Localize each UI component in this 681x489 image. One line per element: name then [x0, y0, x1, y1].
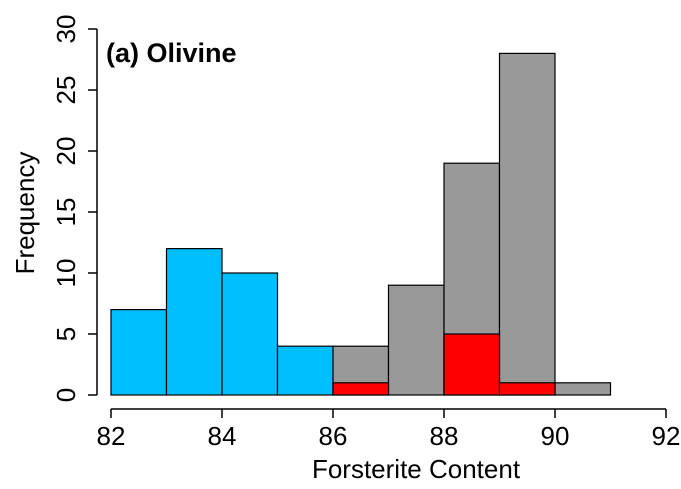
y-tick-label-30: 30 [51, 15, 81, 44]
y-tick-label-5: 5 [51, 327, 81, 341]
x-tick-label-92: 92 [652, 421, 681, 451]
bar-series0-bin-83 [165, 248, 223, 396]
y-tick-label-25: 25 [51, 76, 81, 105]
bar-series1-bin-89 [498, 52, 556, 396]
bar-series2-bin-86 [332, 382, 390, 396]
y-tick-label-20: 20 [51, 137, 81, 166]
x-axis-title: Forsterite Content [312, 454, 521, 484]
y-tick-label-10: 10 [51, 259, 81, 288]
x-axis: 82 84 86 88 90 92 [97, 408, 681, 451]
x-tick-label-82: 82 [97, 421, 126, 451]
y-tick-label-0: 0 [51, 388, 81, 402]
bar-series1-bin-90 [554, 382, 612, 396]
bar-series0-bin-84 [221, 272, 279, 396]
chart-title: (a) Olivine [106, 38, 237, 68]
bar-series0-bin-82 [110, 309, 168, 396]
bar-series1-bin-87 [387, 284, 445, 396]
x-tick-label-90: 90 [541, 421, 570, 451]
x-tick-label-84: 84 [208, 421, 237, 451]
x-tick-label-88: 88 [430, 421, 459, 451]
y-axis-title: Frequency [10, 152, 40, 275]
y-tick-label-15: 15 [51, 198, 81, 227]
bar-series2-bin-89 [498, 382, 556, 396]
bar-series2-bin-88 [443, 333, 501, 396]
bar-series0-bin-85 [276, 345, 334, 396]
x-tick-label-86: 86 [319, 421, 348, 451]
bars-layer [110, 52, 612, 396]
y-axis: 0 5 10 15 20 25 30 [51, 15, 98, 402]
